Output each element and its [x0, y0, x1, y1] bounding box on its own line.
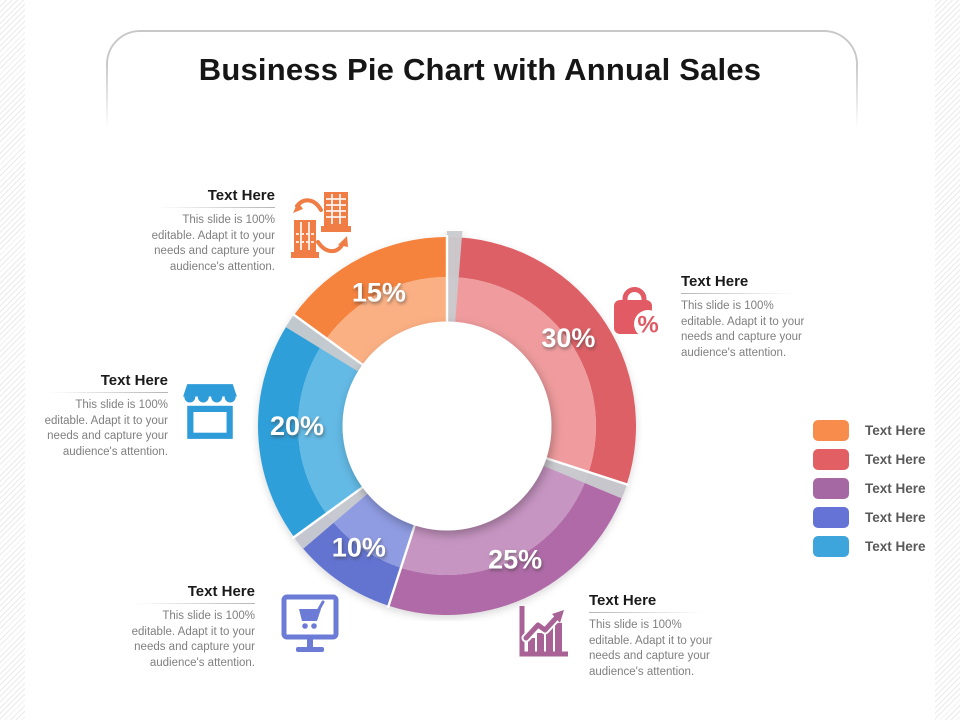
legend-item: Text Here [813, 449, 926, 470]
chart-legend: Text Here Text Here Text Here Text Here Text… [813, 420, 926, 557]
legend-item: Text Here [813, 420, 926, 441]
legend-swatch [813, 507, 849, 528]
legend-swatch [813, 536, 849, 557]
callout-body: This slide is 100% editable. Adapt it to … [151, 214, 275, 273]
growth-chart-icon [519, 606, 568, 657]
segment-gap [291, 484, 366, 540]
segment-label: 30% [541, 323, 595, 353]
callout-left: Text Here This slide is 100% editable. Ad… [32, 372, 168, 460]
legend-item: Text Here [813, 478, 926, 499]
separator-wedge [285, 314, 363, 372]
callout-body: This slide is 100% editable. Adapt it to … [589, 619, 713, 678]
segment-outer [447, 237, 636, 485]
legend-swatch [813, 478, 849, 499]
callout-heading: Text Here [207, 187, 275, 204]
legend-label: Text Here [865, 510, 926, 525]
heading-rule [134, 603, 255, 604]
segment-gap [543, 456, 630, 487]
callout-body: This slide is 100% editable. Adapt it to … [44, 399, 168, 458]
separator-wedge [543, 458, 627, 499]
segment-gap [291, 312, 366, 368]
segment-inner [447, 277, 596, 473]
heading-rule [48, 392, 168, 393]
heading-rule [156, 207, 275, 208]
callout-heading: Text Here [187, 583, 255, 600]
segment-label: 15% [352, 277, 406, 307]
callout-body: This slide is 100% editable. Adapt it to … [131, 610, 255, 669]
legend-swatch [813, 420, 849, 441]
callout-top-left: Text Here This slide is 100% editable. Ad… [140, 187, 275, 275]
slide-title: Business Pie Chart with Annual Sales [198, 52, 762, 87]
callout-bottom-right: Text Here This slide is 100% editable. Ad… [589, 592, 717, 680]
separator-wedge [447, 231, 463, 323]
segment-inner [326, 277, 447, 365]
legend-label: Text Here [865, 481, 926, 496]
discount-bag-icon: % [614, 287, 662, 339]
legend-label: Text Here [865, 423, 926, 438]
callout-heading: Text Here [681, 273, 749, 290]
segment-label: 10% [332, 532, 386, 562]
svg-text:%: % [637, 312, 658, 339]
left-hatch-border [0, 0, 25, 720]
right-hatch-border [935, 0, 960, 720]
legend-label: Text Here [865, 452, 926, 467]
legend-item: Text Here [813, 536, 926, 557]
segment-inner [400, 458, 589, 575]
callout-right: Text Here This slide is 100% editable. Ad… [681, 273, 809, 361]
segment-outer [388, 472, 627, 615]
segment-inner [297, 338, 363, 514]
segment-label: 20% [270, 411, 324, 441]
legend-swatch [813, 449, 849, 470]
donut-chart: 30% 25% 10% 20% 15% [258, 231, 636, 615]
legend-item: Text Here [813, 507, 926, 528]
callout-bottom-left: Text Here This slide is 100% editable. Ad… [118, 583, 255, 671]
segment-gap [386, 522, 417, 609]
segment-label: 25% [488, 545, 542, 575]
callout-heading: Text Here [589, 592, 657, 609]
callout-heading: Text Here [100, 372, 168, 389]
buildings-transfer-icon [291, 192, 351, 258]
donut-center [342, 321, 552, 531]
legend-label: Text Here [865, 539, 926, 554]
ecommerce-monitor-icon [281, 594, 339, 652]
heading-rule [681, 293, 794, 294]
segment-outer [294, 237, 447, 339]
separator-wedge [294, 487, 368, 549]
heading-rule [589, 612, 702, 613]
segment-outer [294, 513, 401, 606]
storefront-icon [183, 384, 237, 439]
callout-body: This slide is 100% editable. Adapt it to … [681, 300, 805, 359]
segment-outer [258, 314, 327, 538]
slide-card [106, 30, 858, 684]
